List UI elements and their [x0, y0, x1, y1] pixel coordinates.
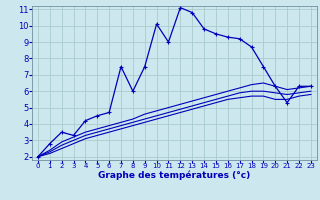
X-axis label: Graphe des températures (°c): Graphe des températures (°c)	[98, 171, 251, 180]
